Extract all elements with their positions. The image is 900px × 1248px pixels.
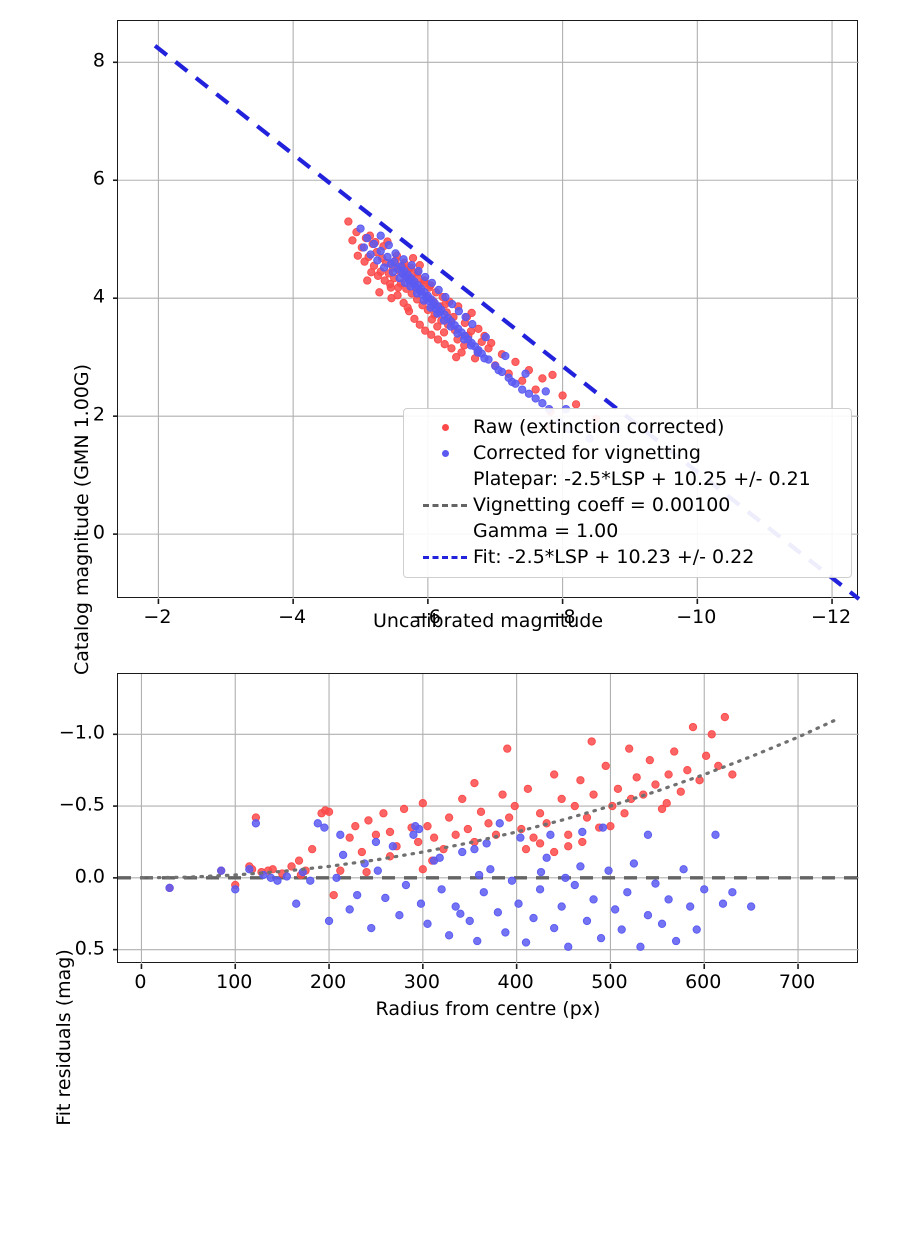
x-tick-label: −10 bbox=[676, 606, 717, 628]
y-tick-label: 0.5 bbox=[74, 937, 105, 960]
y-tick-label: 0.0 bbox=[74, 865, 105, 888]
gray-dashed-line-icon bbox=[417, 466, 473, 544]
scatter-series-corrected bbox=[356, 224, 621, 443]
legend-item-corrected[interactable]: Corrected for vignetting bbox=[403, 440, 852, 466]
legend-item-fit[interactable]: Fit: -2.5*LSP + 10.23 +/- 0.22 bbox=[403, 544, 852, 570]
x-tick-label: 0 bbox=[134, 971, 147, 993]
legend-box bbox=[403, 408, 852, 578]
x-tick-label: −6 bbox=[412, 606, 441, 628]
legend-item-platepar[interactable]: Platepar: -2.5*LSP + 10.25 +/- 0.21 Vign… bbox=[403, 466, 852, 544]
y-tick-label: 2 bbox=[92, 403, 105, 426]
legend: Raw (extinction corrected) Corrected for… bbox=[403, 408, 852, 578]
legend-label-gamma: Gamma = 1.00 bbox=[473, 520, 619, 542]
x-tick-label: 500 bbox=[591, 971, 628, 993]
x-tick-label: 700 bbox=[778, 971, 816, 993]
fit-residuals-axis-title: Fit residuals (mag) bbox=[53, 949, 75, 1126]
blue-dashed-line-icon bbox=[417, 544, 473, 570]
x-tick-label: −4 bbox=[278, 606, 307, 628]
blue-dot-marker-icon bbox=[417, 440, 473, 466]
x-tick-label: −12 bbox=[810, 606, 852, 628]
y-tick-label: 0 bbox=[92, 521, 105, 544]
y-tick-label: −0.5 bbox=[58, 793, 105, 816]
scatter-series-corrected bbox=[165, 819, 756, 951]
y-tick-label: 6 bbox=[92, 167, 105, 190]
fit-line bbox=[153, 44, 861, 601]
legend-label-raw: Raw (extinction corrected) bbox=[473, 416, 725, 438]
y-tick-label: 8 bbox=[92, 49, 105, 72]
y-tick-label: −1.0 bbox=[58, 721, 105, 744]
fit-residuals-canvas bbox=[113, 674, 859, 969]
grid-lines bbox=[118, 674, 859, 964]
legend-label-fit: Fit: -2.5*LSP + 10.23 +/- 0.22 bbox=[473, 546, 755, 568]
x-tick-label: −2 bbox=[143, 606, 172, 628]
uncalibrated-magnitude-axis-title: Uncalibrated magnitude bbox=[372, 610, 604, 632]
legend-label-corrected: Corrected for vignetting bbox=[473, 442, 701, 464]
legend-item-raw[interactable]: Raw (extinction corrected) bbox=[403, 414, 852, 440]
red-dot-marker-icon bbox=[417, 414, 473, 440]
radius-axis-title: Radius from centre (px) bbox=[375, 998, 601, 1020]
fit-residuals-plot bbox=[113, 673, 859, 969]
x-tick-label: 300 bbox=[403, 971, 440, 993]
legend-label-platepar-line1: Platepar: -2.5*LSP + 10.25 +/- 0.21 bbox=[473, 468, 811, 490]
x-tick-label: 200 bbox=[309, 971, 347, 993]
catalog-magnitude-axis-title: Catalog magnitude (GMN 1.00G) bbox=[71, 363, 93, 676]
vignetting-model-curve bbox=[139, 718, 838, 880]
legend-label-vignetting-coeff: Vignetting coeff = 0.00100 bbox=[473, 494, 731, 516]
figure-canvas: −2 −4 −6 −8 −10 −12 0 2 4 6 8 Uncalibrated magnitu… bbox=[53, 20, 861, 1126]
x-tick-label: 600 bbox=[685, 971, 722, 993]
y-tick-label: 4 bbox=[92, 285, 105, 308]
x-tick-label: 100 bbox=[216, 971, 253, 993]
legend-label-platepar-block: Platepar: -2.5*LSP + 10.25 +/- 0.21 Vign… bbox=[473, 466, 811, 544]
x-tick-label: −8 bbox=[547, 606, 576, 628]
x-tick-label: 400 bbox=[497, 971, 534, 993]
